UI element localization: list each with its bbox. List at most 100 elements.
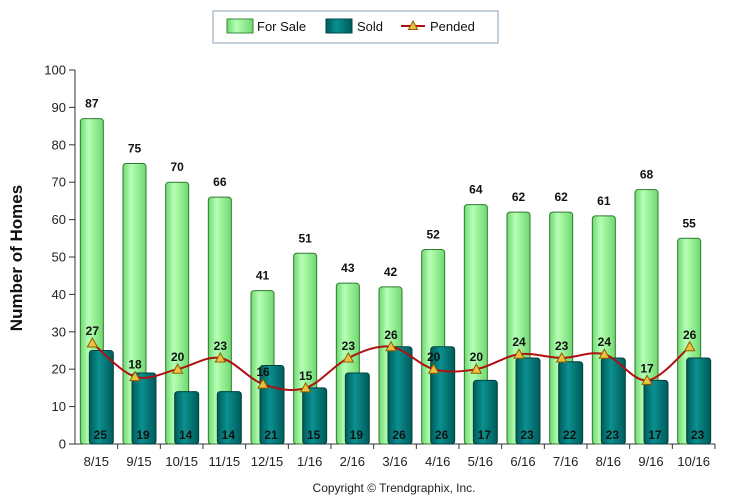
data-label-for-sale: 66 bbox=[213, 175, 227, 189]
y-tick-label: 90 bbox=[52, 100, 66, 115]
data-label-pended: 27 bbox=[86, 324, 100, 338]
data-label-pended: 23 bbox=[342, 339, 356, 353]
y-tick-label: 100 bbox=[44, 63, 66, 78]
data-label-for-sale: 52 bbox=[426, 228, 440, 242]
data-label-sold: 26 bbox=[435, 428, 449, 442]
y-tick-label: 70 bbox=[52, 175, 66, 190]
bar-sold bbox=[174, 391, 200, 445]
data-label-pended: 20 bbox=[470, 350, 484, 364]
bar-sold bbox=[472, 379, 498, 445]
data-label-sold: 22 bbox=[563, 428, 577, 442]
data-label-sold: 15 bbox=[307, 428, 321, 442]
pended-marker bbox=[342, 351, 355, 363]
bar-sold bbox=[515, 357, 541, 445]
pended-marker bbox=[641, 374, 653, 385]
y-tick-label: 50 bbox=[52, 250, 66, 265]
legend-swatch-for-sale bbox=[226, 18, 254, 34]
data-label-pended: 15 bbox=[299, 369, 313, 383]
pended-marker bbox=[171, 363, 184, 374]
x-tick-label: 10/15 bbox=[165, 454, 198, 469]
x-tick-label: 1/16 bbox=[297, 454, 322, 469]
data-label-pended: 24 bbox=[512, 335, 526, 349]
data-labels: 87 75 70 66 41 51 43 42 52 64 62 62 61 68 55 25 19 14 14 21… bbox=[85, 97, 705, 442]
x-tick-label: 7/16 bbox=[553, 454, 578, 469]
pended-marker bbox=[598, 348, 611, 359]
pended-marker bbox=[385, 340, 397, 352]
bar-sold bbox=[131, 372, 157, 445]
data-label-pended: 16 bbox=[256, 365, 270, 379]
x-tick-label: 12/15 bbox=[251, 454, 284, 469]
bar-sold bbox=[558, 361, 584, 445]
data-label-pended: 20 bbox=[427, 350, 441, 364]
pended-marker bbox=[470, 363, 483, 374]
data-label-pended: 24 bbox=[598, 335, 612, 349]
data-label-sold: 25 bbox=[94, 428, 108, 442]
pended-marker bbox=[129, 370, 141, 382]
pended-marker bbox=[257, 378, 269, 389]
y-tick-label: 80 bbox=[52, 137, 66, 152]
data-label-pended: 23 bbox=[214, 339, 228, 353]
y-tick-label: 20 bbox=[52, 362, 66, 377]
data-label-sold: 21 bbox=[264, 428, 278, 442]
data-label-for-sale: 51 bbox=[298, 231, 312, 245]
data-label-sold: 17 bbox=[478, 428, 492, 442]
data-label-for-sale: 75 bbox=[128, 142, 142, 156]
data-label-for-sale: 68 bbox=[640, 168, 654, 182]
data-label-for-sale: 41 bbox=[256, 269, 270, 283]
data-label-sold: 26 bbox=[392, 428, 406, 442]
copyright-text: Copyright © Trendgraphix, Inc. bbox=[313, 481, 476, 495]
pended-line-layer bbox=[86, 336, 696, 393]
data-label-for-sale: 62 bbox=[554, 190, 568, 204]
data-label-for-sale: 43 bbox=[341, 261, 355, 275]
data-label-pended: 23 bbox=[555, 339, 569, 353]
data-label-for-sale: 87 bbox=[85, 97, 99, 111]
bars bbox=[79, 118, 712, 445]
legend: For Sale Sold Pended bbox=[212, 10, 499, 44]
bar-sold bbox=[686, 357, 712, 445]
x-tick-label: 5/16 bbox=[468, 454, 493, 469]
data-label-pended: 26 bbox=[384, 328, 398, 342]
legend-swatch-sold bbox=[325, 18, 353, 34]
bar-sold bbox=[344, 372, 370, 445]
pended-marker bbox=[86, 336, 99, 348]
legend-label-pended: Pended bbox=[430, 19, 475, 34]
x-tick-label: 3/16 bbox=[382, 454, 407, 469]
data-label-for-sale: 61 bbox=[597, 194, 611, 208]
pended-marker bbox=[299, 381, 312, 393]
data-label-for-sale: 64 bbox=[469, 183, 483, 197]
axes: 0 10 20 30 40 50 60 70 80 90 100 8/15 9/15 10/15 11/15… bbox=[44, 63, 716, 469]
data-label-for-sale: 55 bbox=[682, 216, 696, 230]
y-axis-title: Number of Homes bbox=[7, 185, 26, 331]
data-label-for-sale: 70 bbox=[170, 160, 184, 174]
pended-marker bbox=[214, 351, 227, 363]
y-tick-label: 0 bbox=[59, 437, 66, 452]
x-tick-label: 11/15 bbox=[209, 454, 241, 469]
x-tick-label: 8/16 bbox=[596, 454, 621, 469]
y-tick-label: 10 bbox=[52, 399, 66, 414]
pended-marker bbox=[555, 351, 568, 363]
x-tick-label: 4/16 bbox=[425, 454, 450, 469]
legend-box bbox=[212, 10, 499, 44]
pended-marker bbox=[683, 340, 696, 352]
data-label-sold: 23 bbox=[606, 428, 620, 442]
data-label-pended: 17 bbox=[640, 361, 654, 375]
data-label-sold: 17 bbox=[648, 428, 662, 442]
data-label-pended: 26 bbox=[683, 328, 697, 342]
data-label-sold: 19 bbox=[350, 428, 364, 442]
data-label-sold: 19 bbox=[136, 428, 150, 442]
y-tick-label: 30 bbox=[52, 324, 66, 339]
pended-marker bbox=[427, 363, 440, 374]
bar-sold bbox=[302, 387, 328, 445]
y-tick-label: 60 bbox=[52, 212, 66, 227]
x-tick-label: 10/16 bbox=[677, 454, 710, 469]
data-label-sold: 23 bbox=[691, 428, 705, 442]
data-label-sold: 23 bbox=[520, 428, 534, 442]
x-tick-label: 9/16 bbox=[638, 454, 663, 469]
data-label-for-sale: 42 bbox=[384, 265, 398, 279]
x-tick-label: 8/15 bbox=[84, 454, 109, 469]
data-label-sold: 14 bbox=[222, 428, 236, 442]
data-label-for-sale: 62 bbox=[512, 190, 526, 204]
x-tick-label: 2/16 bbox=[340, 454, 365, 469]
bar-sold bbox=[216, 391, 242, 445]
